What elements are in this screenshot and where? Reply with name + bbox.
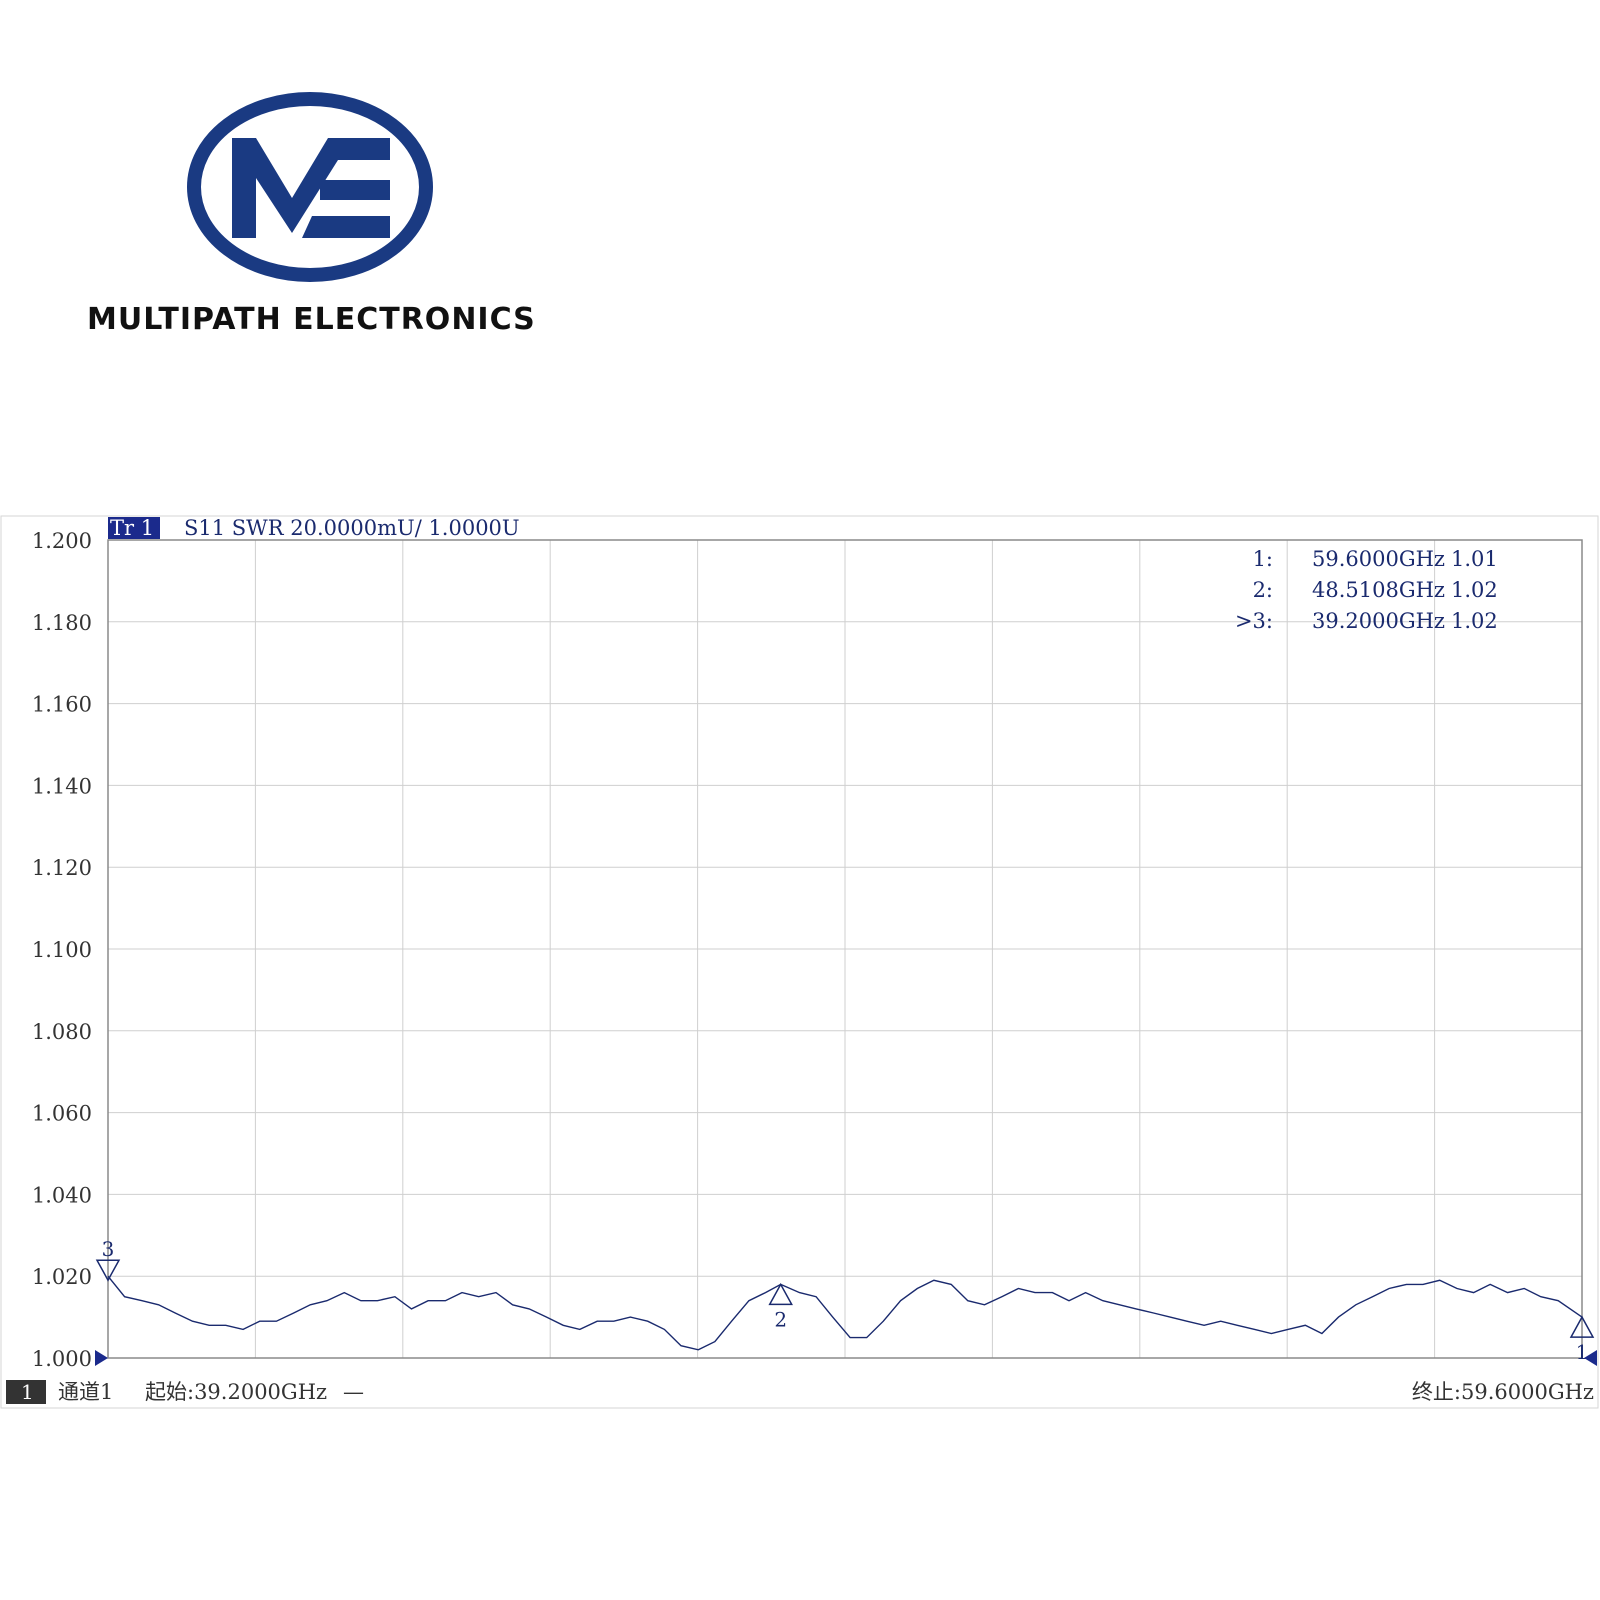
y-tick-label: 1.120: [32, 856, 92, 880]
company-name: MULTIPATH ELECTRONICS: [87, 302, 536, 337]
marker-2-number: 2: [774, 1307, 787, 1331]
y-tick-labels: 1.200 1.180 1.160 1.140 1.120 1.100 1.080 1.060…: [32, 529, 92, 1371]
marker-3-label: >3:: [1235, 609, 1273, 633]
y-tick-label: 1.060: [32, 1102, 92, 1126]
trace-label-box: [108, 517, 160, 539]
y-tick-label: 1.160: [32, 693, 92, 717]
marker-2-value: 1.02: [1451, 578, 1498, 602]
y-tick-label: 1.000: [32, 1347, 92, 1371]
chart-frame: [0, 515, 1599, 1409]
channel-label: 通道1: [58, 1380, 113, 1404]
channel-number: 1: [21, 1380, 34, 1404]
swr-chart: 1.200 1.180 1.160 1.140 1.120 1.100 1.080 1.060…: [0, 515, 1599, 1409]
stop-frequency: 终止:59.6000GHz: [1412, 1380, 1594, 1404]
channel-number-box: [6, 1380, 46, 1404]
marker-1-number: 1: [1576, 1340, 1589, 1364]
y-tick-label: 1.040: [32, 1183, 92, 1207]
marker-3-value: 1.02: [1451, 609, 1498, 633]
stop-edge-arrow-icon: [1584, 1350, 1597, 1366]
marker-3-freq: 39.2000GHz: [1312, 609, 1445, 633]
y-tick-label: 1.140: [32, 774, 92, 798]
logo-ring: [187, 92, 433, 282]
start-dash: —: [343, 1380, 364, 1404]
trace-info: S11 SWR 20.0000mU/ 1.0000U: [184, 516, 520, 540]
marker-1-freq: 59.6000GHz: [1312, 547, 1445, 571]
y-tick-label: 1.080: [32, 1020, 92, 1044]
start-frequency: 起始:39.2000GHz: [145, 1380, 327, 1404]
trace-label: Tr 1: [110, 516, 154, 540]
y-tick-label: 1.180: [32, 611, 92, 635]
marker-1-label: 1:: [1253, 547, 1273, 571]
marker-1-triangle-icon: [1569, 1315, 1595, 1338]
company-logo: [187, 92, 433, 282]
marker-2-label: 2:: [1253, 578, 1273, 602]
logo-mark-e-bottom: [302, 216, 390, 238]
reference-arrow-icon: [95, 1350, 108, 1366]
marker-2-freq: 48.5108GHz: [1312, 578, 1445, 602]
logo-mark-e-middle: [320, 180, 390, 200]
swr-trace: [107, 1275, 1583, 1351]
marker-readout: 1: 59.6000GHz 1.01 2: 48.5108GHz 1.02 >3…: [1235, 547, 1498, 633]
y-tick-label: 1.100: [32, 938, 92, 962]
marker-1-value: 1.01: [1451, 547, 1498, 571]
y-tick-label: 1.020: [32, 1265, 92, 1289]
plot-area: [107, 539, 1583, 1359]
chart-grid: [108, 540, 1582, 1358]
y-tick-label: 1.200: [32, 529, 92, 553]
marker-3-number: 3: [102, 1237, 115, 1261]
marker-2-triangle-icon: [768, 1282, 793, 1306]
logo-mark-m: [232, 138, 390, 238]
marker-3-triangle-icon: [95, 1259, 121, 1282]
